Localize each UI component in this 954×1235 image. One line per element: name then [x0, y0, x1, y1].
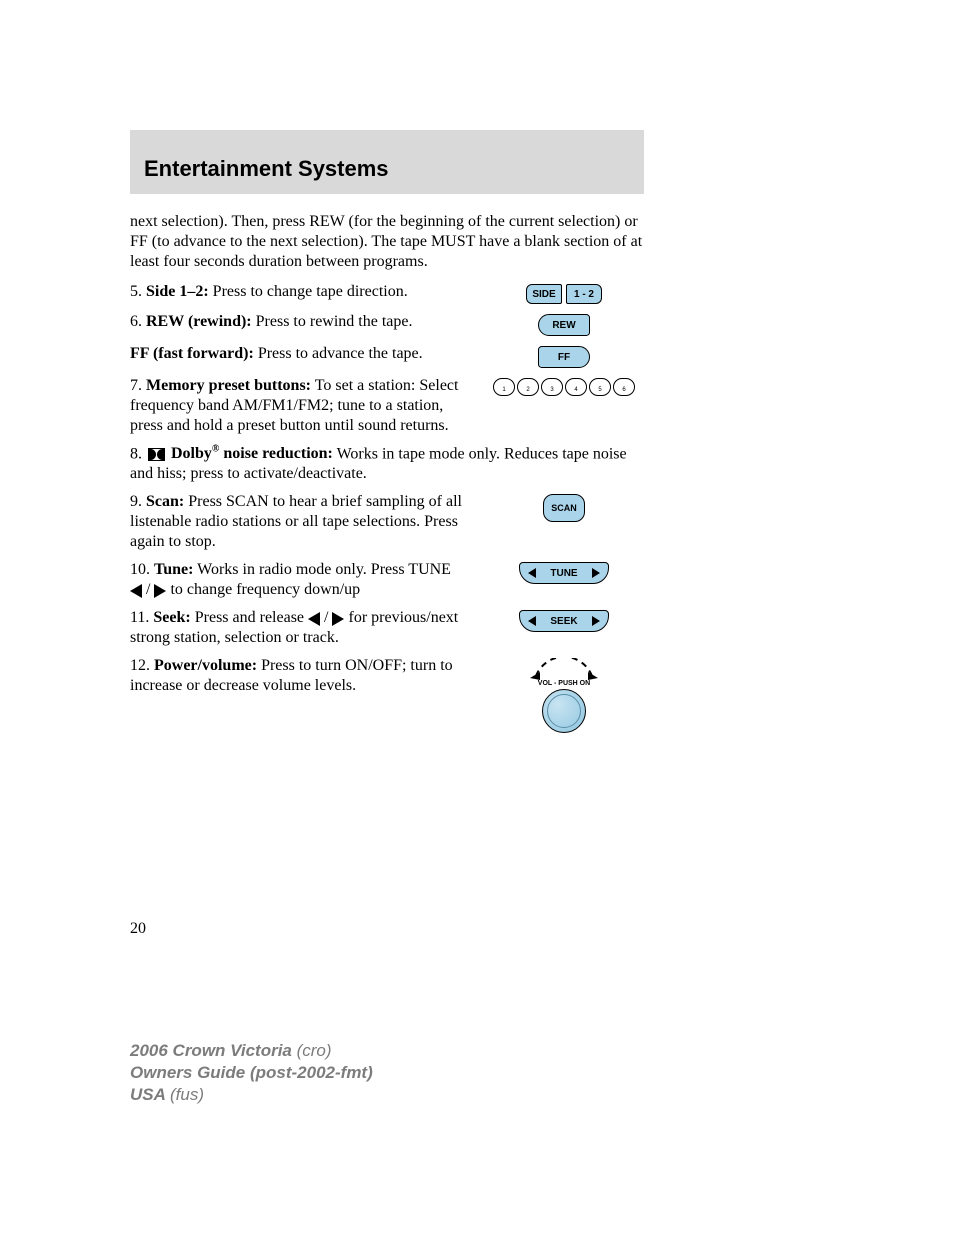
ff-badge: FF — [538, 346, 590, 368]
item-label: Scan: — [146, 493, 184, 510]
item-num: 12. — [130, 657, 154, 674]
preset-5: 5 — [589, 378, 611, 396]
item-desc-pre: Press and release — [191, 609, 308, 626]
item-desc: Press to advance the tape. — [254, 345, 423, 362]
item-rew: 6. REW (rewind): Press to rewind the tap… — [130, 312, 644, 336]
item-dolby: 8. Dolby® noise reduction: Works in tape… — [130, 444, 644, 484]
item-label: Seek: — [153, 609, 190, 626]
item-label: Tune: — [154, 561, 193, 578]
item-num: 11. — [130, 609, 153, 626]
item-num: 9. — [130, 493, 146, 510]
item-desc-post: to change frequency down/up — [166, 581, 360, 598]
dolby-icon — [148, 448, 165, 461]
intro-paragraph: next selection). Then, press REW (for th… — [130, 212, 644, 272]
item-label: Dolby® noise reduction: — [171, 445, 333, 462]
volume-knob-graphic: VOL - PUSH ON — [524, 658, 604, 733]
triangle-left-icon — [528, 616, 536, 626]
item-desc-pre: Works in radio mode only. Press TUNE — [193, 561, 451, 578]
scan-badge: SCAN — [543, 494, 585, 522]
item-seek: 11. Seek: Press and release / for previo… — [130, 608, 644, 648]
triangle-left-icon — [528, 568, 536, 578]
item-label: Side 1–2: — [146, 283, 209, 300]
item-label: REW (rewind): — [146, 313, 252, 330]
item-num: 5. — [130, 283, 146, 300]
item-ff: FF (fast forward): Press to advance the … — [130, 344, 644, 368]
item-side: 5. Side 1–2: Press to change tape direct… — [130, 282, 644, 304]
side12-badge: 1 - 2 — [566, 284, 602, 304]
preset-dots: 1 2 3 4 5 6 — [493, 378, 635, 396]
preset-4: 4 — [565, 378, 587, 396]
side-badge: SIDE — [526, 284, 562, 304]
item-presets: 7. Memory preset buttons: To set a stati… — [130, 376, 644, 436]
item-num: 10. — [130, 561, 154, 578]
preset-3: 3 — [541, 378, 563, 396]
preset-1: 1 — [493, 378, 515, 396]
rew-badge: REW — [538, 314, 590, 336]
triangle-left-icon — [130, 584, 142, 598]
seek-badge: SEEK — [519, 610, 609, 632]
triangle-left-icon — [308, 612, 320, 626]
item-desc: Press to change tape direction. — [209, 283, 408, 300]
item-num: 8. — [130, 445, 146, 462]
volume-knob-icon — [542, 689, 586, 733]
volume-label: VOL - PUSH ON — [538, 680, 590, 687]
preset-6: 6 — [613, 378, 635, 396]
item-label: Power/volume: — [154, 657, 257, 674]
item-num: 6. — [130, 313, 146, 330]
item-label: Memory preset buttons: — [146, 377, 311, 394]
item-power-volume: 12. Power/volume: Press to turn ON/OFF; … — [130, 656, 644, 733]
section-title: Entertainment Systems — [144, 156, 644, 182]
triangle-right-icon — [154, 584, 166, 598]
preset-2: 2 — [517, 378, 539, 396]
section-header: Entertainment Systems — [130, 130, 644, 194]
item-tune: 10. Tune: Works in radio mode only. Pres… — [130, 560, 644, 600]
triangle-right-icon — [592, 616, 600, 626]
triangle-right-icon — [332, 612, 344, 626]
item-label: FF (fast forward): — [130, 345, 254, 362]
item-scan: 9. Scan: Press SCAN to hear a brief samp… — [130, 492, 644, 552]
item-desc: Press to rewind the tape. — [252, 313, 413, 330]
side-button-graphic: SIDE 1 - 2 — [526, 284, 602, 304]
page-number: 20 — [130, 920, 146, 938]
footer: 2006 Crown Victoria (cro) Owners Guide (… — [130, 1040, 373, 1106]
item-num: 7. — [130, 377, 146, 394]
triangle-right-icon — [592, 568, 600, 578]
tune-badge: TUNE — [519, 562, 609, 584]
volume-arc-icon — [524, 658, 604, 680]
